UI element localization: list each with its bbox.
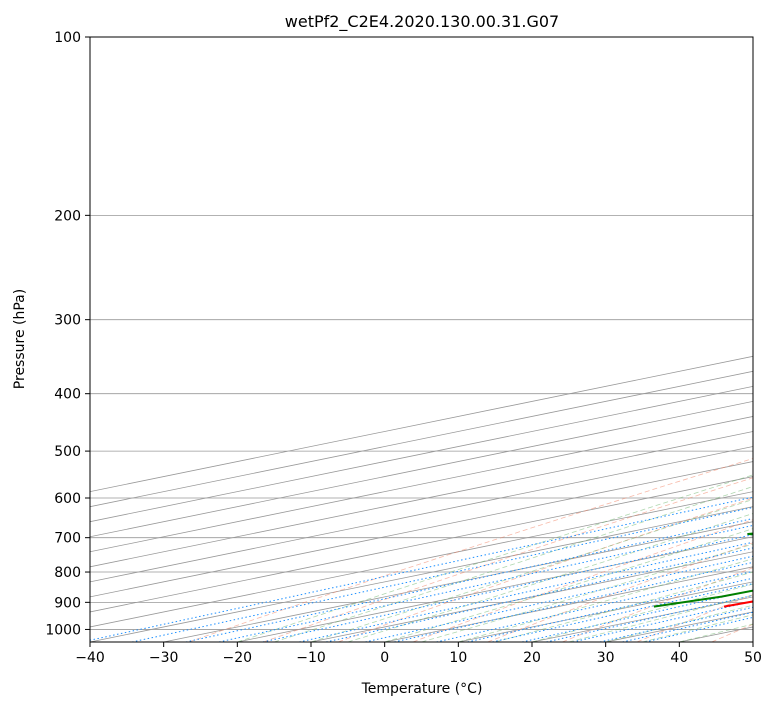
x-tick-label: 50 — [744, 650, 762, 666]
y-tick-label: 800 — [54, 565, 81, 581]
y-tick-label: 100 — [54, 30, 81, 46]
mixing-ratio-line — [546, 451, 775, 642]
moist-adiabat-line — [274, 37, 775, 642]
isotherm-line — [458, 37, 775, 642]
y-tick-label: 300 — [54, 313, 81, 329]
moist-adiabat-line — [569, 37, 775, 642]
y-tick-label: 700 — [54, 531, 81, 547]
x-tick-label: 40 — [670, 650, 688, 666]
y-tick-label: 1000 — [45, 622, 81, 638]
dry-adiabat-line — [712, 37, 775, 642]
isotherm-line — [753, 37, 775, 642]
x-axis-label: Temperature (°C) — [361, 681, 483, 697]
plot-frame — [90, 37, 753, 642]
chart-title: wetPf2_C2E4.2020.130.00.31.G07 — [285, 12, 559, 32]
x-tick-label: −30 — [149, 650, 179, 666]
isotherm-line — [0, 37, 775, 642]
x-tick-label: 30 — [597, 650, 615, 666]
y-tick-label: 200 — [54, 208, 81, 224]
dry-adiabat-line — [189, 37, 775, 642]
moist-adiabat-line — [532, 37, 775, 642]
x-tick-label: 0 — [380, 650, 389, 666]
moist-adiabat-line — [348, 37, 775, 642]
isotherm-line — [532, 37, 775, 642]
y-tick-label: 900 — [54, 595, 81, 611]
y-axis-ticks: 100 200 300 400 500 600 700 800 900 1000 — [45, 30, 90, 638]
y-tick-label: 600 — [54, 491, 81, 507]
moist-adiabat-line — [385, 37, 775, 642]
isotherm-line — [679, 37, 775, 642]
data-lines — [654, 37, 775, 607]
dry-adiabat-line — [637, 37, 775, 642]
background-lines — [0, 37, 775, 642]
mixing-ratio-line — [600, 451, 775, 642]
x-tick-label: 20 — [523, 650, 541, 666]
dry-adiabat-line — [488, 37, 775, 642]
isotherm-line — [311, 37, 775, 642]
moist-adiabat-line — [606, 37, 775, 642]
dry-adiabat-line — [264, 37, 775, 642]
isotherm-line — [385, 37, 775, 642]
profile-line — [724, 37, 775, 607]
x-axis-ticks: −40 −30 −20 −10 0 10 20 30 40 50 — [75, 642, 762, 666]
x-tick-label: −40 — [75, 650, 105, 666]
moist-adiabat-line — [679, 37, 775, 642]
mixing-ratio-line — [436, 451, 775, 642]
isotherm-line — [237, 37, 775, 642]
mixing-ratio-line — [326, 451, 775, 642]
y-tick-label: 400 — [54, 387, 81, 403]
x-tick-label: −20 — [223, 650, 253, 666]
y-axis-label: Pressure (hPa) — [12, 289, 28, 389]
moist-adiabat-line — [458, 37, 775, 642]
moist-adiabat-line — [495, 37, 775, 642]
isotherm-line — [90, 37, 775, 642]
dry-adiabat-line — [338, 37, 775, 642]
y-tick-label: 500 — [54, 444, 81, 460]
moist-adiabat-line — [311, 37, 775, 642]
profile-line — [654, 37, 775, 607]
isotherm-line — [606, 37, 775, 642]
x-tick-label: −10 — [296, 650, 326, 666]
moist-adiabat-line — [237, 37, 775, 642]
x-tick-label: 10 — [449, 650, 467, 666]
moist-adiabat-line — [422, 37, 775, 642]
